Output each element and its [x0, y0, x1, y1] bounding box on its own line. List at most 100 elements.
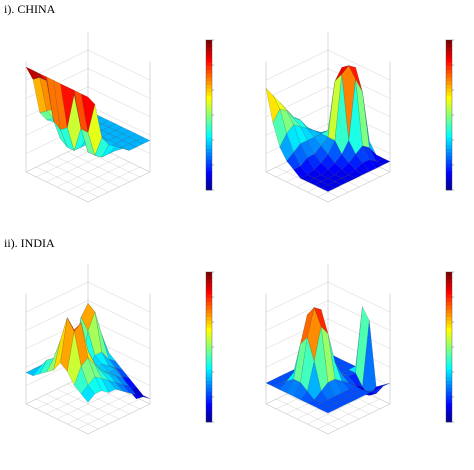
colorbar-segment [446, 350, 452, 355]
axis-box [25, 31, 151, 203]
colorbar-segment [446, 70, 452, 75]
wall-gridline [265, 281, 329, 313]
colorbar-segment [446, 294, 452, 299]
colorbar-segment [446, 122, 452, 127]
colorbar-segment [446, 320, 452, 325]
colorbar-segment [206, 302, 212, 307]
surface-patch [320, 184, 336, 192]
colorbar-segment [206, 414, 212, 419]
colorbar-segment [446, 107, 452, 112]
colorbar-segment [206, 287, 212, 292]
colorbar-segment [446, 388, 452, 393]
chart-panel-india-right [240, 262, 470, 462]
colorbar-segment [446, 160, 452, 165]
colorbar-segment [206, 92, 212, 97]
wall-gridline [327, 49, 391, 81]
wall-gridline [87, 300, 151, 331]
colorbar-segment [446, 335, 452, 340]
wall-gridline [87, 49, 151, 81]
wall-gridline [327, 300, 391, 331]
colorbar-segment [206, 380, 212, 385]
surface-patch [80, 385, 96, 403]
colorbar-segment [206, 58, 212, 63]
wall-gridline [87, 68, 151, 99]
colorbar-segment [206, 354, 212, 359]
colorbar-segment [206, 81, 212, 86]
colorbar-segment [446, 407, 452, 412]
colorbar-segment [446, 58, 452, 63]
colorbar-segment [446, 377, 452, 382]
colorbar-segment [446, 55, 452, 60]
colorbar-segment [446, 85, 452, 90]
colorbar-segment [206, 410, 212, 415]
colorbar-segment [206, 66, 212, 71]
colorbar-segment [446, 186, 452, 191]
colorbar-segment [446, 118, 452, 123]
colorbar-segment [206, 160, 212, 165]
colorbar-segment [446, 163, 452, 168]
colorbar-segment [206, 317, 212, 322]
colorbar-segment [206, 137, 212, 142]
colorbar-segment [446, 115, 452, 120]
colorbar-segment [446, 145, 452, 150]
surface [25, 66, 151, 158]
colorbar-segment [446, 111, 452, 116]
colorbar-segment [446, 392, 452, 397]
chart-panel-india-left [0, 262, 230, 462]
colorbar-segment [446, 399, 452, 404]
colorbar-segment [446, 81, 452, 86]
wall-gridline [87, 86, 151, 118]
colorbar-segment [446, 171, 452, 176]
colorbar-segment [206, 141, 212, 146]
colorbar-segment [206, 343, 212, 348]
colorbar-segment [206, 298, 212, 303]
colorbar-segment [446, 343, 452, 348]
colorbar-segment [206, 152, 212, 157]
colorbar-segment [446, 103, 452, 108]
colorbar-segment [446, 365, 452, 370]
colorbar-segment [446, 403, 452, 408]
colorbar-segment [446, 313, 452, 318]
colorbar-segment [446, 339, 452, 344]
colorbar-segment [446, 328, 452, 333]
surface [265, 306, 391, 414]
colorbar-segment [446, 137, 452, 142]
colorbar-segment [206, 163, 212, 168]
colorbar-segment [206, 403, 212, 408]
colorbar-segment [446, 410, 452, 415]
section-title-india: ii). INDIA [4, 236, 55, 250]
colorbar-segment [206, 107, 212, 112]
colorbar-segment [206, 175, 212, 180]
colorbar-segment [206, 347, 212, 352]
colorbar-segment [446, 62, 452, 67]
colorbar-segment [206, 392, 212, 397]
wall-gridline [265, 49, 329, 81]
colorbar-segment [446, 175, 452, 180]
colorbar-segment [446, 182, 452, 187]
colorbar-segment [446, 287, 452, 292]
surface-chart-india-right [265, 263, 454, 435]
colorbar-segment [206, 328, 212, 333]
colorbar-segment [446, 133, 452, 138]
colorbar-segment [446, 178, 452, 183]
colorbar-segment [206, 395, 212, 400]
colorbar-segment [206, 369, 212, 374]
colorbar-segment [206, 358, 212, 363]
colorbar-segment [206, 339, 212, 344]
wall-gridline [25, 281, 89, 313]
colorbar-segment [446, 369, 452, 374]
colorbar-segment [206, 62, 212, 67]
colorbar-segment [206, 77, 212, 82]
colorbar-segment [206, 51, 212, 56]
colorbar-segment [446, 156, 452, 161]
colorbar-segment [206, 167, 212, 172]
colorbar-segment [206, 126, 212, 131]
colorbar-segment [446, 167, 452, 172]
colorbar-segment [446, 88, 452, 93]
colorbar-segment [446, 73, 452, 78]
colorbar-segment [206, 122, 212, 127]
colorbar-segment [446, 272, 452, 277]
colorbar-segment [446, 152, 452, 157]
colorbar-segment [206, 171, 212, 176]
colorbar-segment [446, 380, 452, 385]
